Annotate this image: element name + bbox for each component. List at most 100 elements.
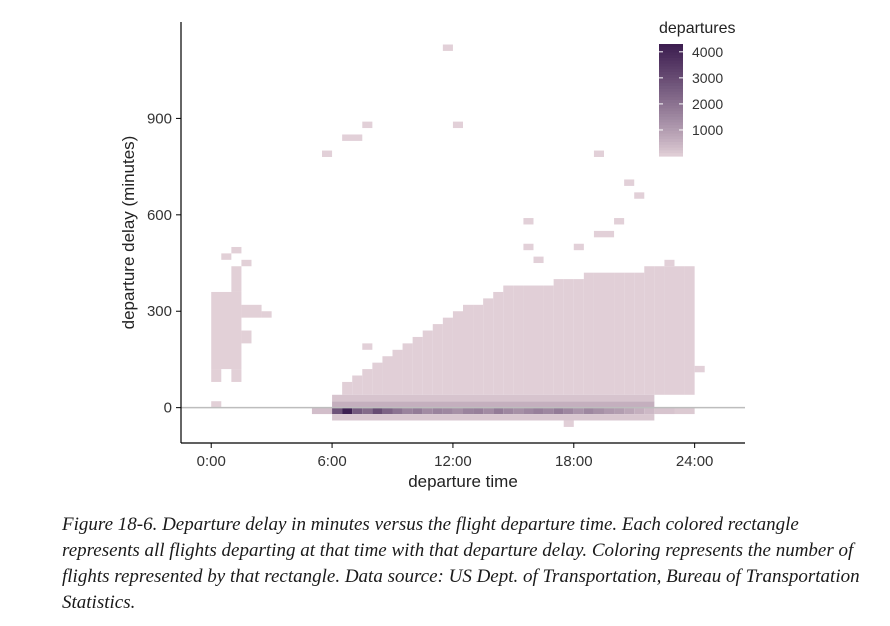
density-cell: [442, 317, 453, 395]
heatmap-cell: [604, 407, 615, 415]
heatmap-cell: [241, 330, 252, 344]
heatmap-cell: [322, 150, 333, 157]
legend-swatch: [659, 116, 683, 121]
heatmap-cell: [593, 407, 604, 415]
heatmap-cell: [533, 407, 544, 415]
heatmap-cell: [614, 218, 625, 225]
heatmap-cell: [503, 407, 514, 415]
heatmap-cell: [362, 407, 373, 415]
x-axis-title: departure time: [408, 472, 518, 491]
legend-swatch: [659, 111, 683, 115]
density-cell: [664, 266, 675, 395]
density-cell: [422, 330, 433, 395]
heatmap-cell: [664, 259, 675, 267]
heatmap-cell: [452, 407, 463, 415]
legend-swatch: [659, 49, 683, 53]
legend-swatch: [659, 122, 683, 126]
density-cell: [382, 356, 393, 395]
heatmap-chart: 0:00 6:00 12:00 18:00 24:00 0 300 600 900 depar…: [119, 20, 745, 491]
legend-swatch: [659, 69, 683, 73]
density-cell: [452, 311, 463, 395]
heatmap-cell: [523, 218, 534, 225]
heatmap-cell: [422, 407, 433, 415]
heatmap-cell: [473, 407, 484, 415]
density-cell: [684, 266, 695, 395]
heatmap-cell: [392, 407, 403, 415]
legend-swatch: [659, 136, 683, 140]
density-cell: [483, 298, 494, 395]
y-axis-title: departure delay (minutes): [119, 136, 138, 330]
legend-swatch: [659, 83, 683, 87]
color-legend: departures 1000 2000 3000 4000: [659, 20, 736, 157]
legend-swatch: [659, 142, 683, 146]
legend-swatch: [659, 102, 683, 107]
density-cell: [352, 375, 363, 395]
x-tick-label: 18:00: [555, 453, 593, 470]
density-cell: [654, 266, 665, 395]
heatmap-cell: [634, 407, 645, 415]
legend-swatch: [659, 139, 683, 143]
y-tick-label: 900: [147, 110, 172, 127]
heatmap-cell: [241, 259, 252, 267]
legend-swatch: [659, 77, 683, 81]
legend-swatch: [659, 94, 683, 98]
legend-swatch: [659, 86, 683, 90]
legend-swatch: [659, 66, 683, 70]
heatmap-cell: [382, 407, 393, 415]
heatmap-cell: [231, 369, 242, 382]
x-tick-label: 6:00: [317, 453, 346, 470]
heatmap-cell: [573, 243, 584, 251]
density-cell: [674, 266, 685, 395]
heatmap-cell: [342, 134, 363, 141]
x-tick-label: 12:00: [434, 453, 472, 470]
density-cell: [513, 285, 524, 395]
figure-caption: Figure 18-6. Departure delay in minutes …: [62, 514, 860, 613]
legend-label: 1000: [692, 122, 723, 138]
x-tick-label: 24:00: [676, 453, 714, 470]
density-cell: [362, 369, 373, 395]
legend-swatch: [659, 58, 683, 62]
heatmap-cells: [211, 44, 705, 427]
heatmap-cell: [311, 407, 333, 415]
heatmap-cell: [513, 407, 524, 415]
density-cell: [402, 343, 413, 395]
heatmap-cell: [442, 407, 453, 415]
heatmap-cell: [634, 192, 645, 199]
heatmap-cell: [332, 401, 655, 408]
heatmap-cell: [241, 304, 262, 318]
heatmap-cell: [533, 256, 544, 264]
legend-swatch: [659, 150, 683, 154]
legend-swatch: [659, 91, 683, 95]
heatmap-cell: [221, 253, 232, 260]
heatmap-cell: [372, 407, 383, 415]
heatmap-cell: [402, 407, 413, 415]
heatmap-cell: [211, 369, 222, 382]
density-cell: [644, 266, 655, 395]
legend-swatch: [659, 133, 683, 137]
legend-swatch: [659, 60, 683, 65]
legend-swatch: [659, 46, 683, 51]
density-cell: [553, 279, 564, 395]
density-cell: [372, 362, 383, 395]
legend-swatch: [659, 97, 683, 101]
legend-label: 2000: [692, 96, 723, 112]
density-cell: [473, 304, 484, 395]
legend-swatch: [659, 144, 683, 149]
heatmap-cell: [211, 401, 222, 408]
heatmap-cell: [442, 44, 453, 51]
heatmap-cell: [452, 121, 463, 129]
heatmap-cell: [624, 407, 635, 415]
heatmap-cell: [593, 150, 604, 157]
density-cell: [392, 349, 403, 395]
density-cell: [614, 272, 625, 395]
heatmap-cell: [674, 407, 695, 415]
density-cell: [604, 272, 615, 395]
heatmap-cell: [463, 407, 474, 415]
heatmap-cell: [432, 407, 443, 415]
heatmap-cell: [231, 266, 242, 292]
density-cell: [563, 279, 574, 395]
heatmap-cell: [211, 291, 242, 370]
heatmap-cell: [654, 407, 675, 415]
legend-swatch: [659, 108, 683, 112]
heatmap-cell: [362, 121, 373, 129]
